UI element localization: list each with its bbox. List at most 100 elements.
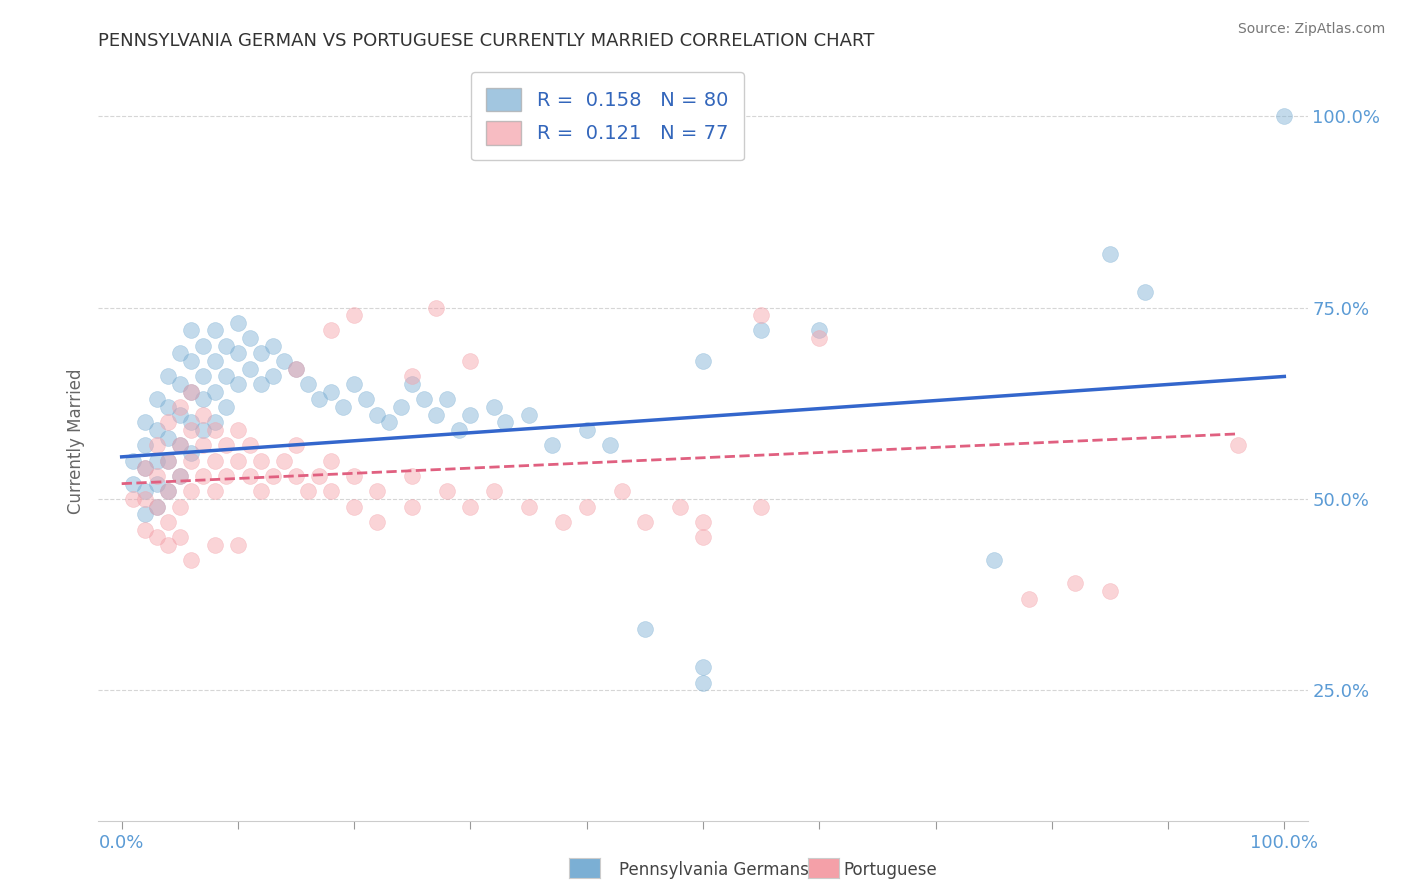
Point — [226, 316, 249, 330]
Point — [262, 339, 284, 353]
Point — [425, 301, 447, 315]
Point — [599, 438, 621, 452]
Text: Pennsylvania Germans: Pennsylvania Germans — [619, 861, 808, 879]
Point — [239, 438, 262, 452]
Point — [180, 453, 202, 467]
Point — [226, 423, 249, 437]
Point — [378, 416, 401, 430]
Point — [191, 339, 214, 353]
Point — [517, 500, 540, 514]
Point — [191, 469, 214, 483]
Point — [169, 469, 191, 483]
Point — [169, 438, 191, 452]
Point — [204, 384, 226, 399]
Point — [145, 500, 167, 514]
Point — [180, 446, 202, 460]
Point — [250, 377, 273, 392]
Point — [122, 476, 145, 491]
Point — [157, 400, 180, 414]
Legend: R =  0.158   N = 80, R =  0.121   N = 77: R = 0.158 N = 80, R = 0.121 N = 77 — [471, 72, 744, 161]
Point — [1226, 438, 1249, 452]
Point — [226, 538, 249, 552]
Point — [180, 484, 202, 499]
Point — [215, 400, 238, 414]
Point — [157, 538, 180, 552]
Point — [180, 423, 202, 437]
Point — [226, 346, 249, 360]
Point — [180, 416, 202, 430]
Point — [273, 453, 295, 467]
Point — [145, 438, 167, 452]
Point — [366, 484, 388, 499]
Point — [692, 530, 714, 544]
Point — [157, 369, 180, 384]
Point — [460, 500, 482, 514]
Point — [122, 491, 145, 506]
Text: Portuguese: Portuguese — [844, 861, 938, 879]
Point — [668, 500, 690, 514]
Point — [808, 331, 831, 345]
Point — [180, 553, 202, 567]
Point — [517, 408, 540, 422]
Point — [343, 469, 366, 483]
Point — [413, 392, 436, 407]
Point — [401, 500, 423, 514]
Point — [215, 438, 238, 452]
Point — [354, 392, 377, 407]
Point — [297, 484, 319, 499]
Point — [239, 469, 262, 483]
Point — [343, 377, 366, 392]
Point — [134, 491, 156, 506]
Point — [134, 508, 156, 522]
Point — [1018, 591, 1040, 606]
Point — [169, 530, 191, 544]
Point — [191, 408, 214, 422]
Point — [134, 438, 156, 452]
Point — [204, 423, 226, 437]
Point — [749, 500, 772, 514]
Point — [145, 530, 167, 544]
Point — [157, 431, 180, 445]
Point — [482, 484, 505, 499]
Point — [204, 484, 226, 499]
Point — [204, 538, 226, 552]
Point — [191, 369, 214, 384]
Point — [319, 453, 342, 467]
Text: PENNSYLVANIA GERMAN VS PORTUGUESE CURRENTLY MARRIED CORRELATION CHART: PENNSYLVANIA GERMAN VS PORTUGUESE CURREN… — [98, 32, 875, 50]
Point — [575, 500, 598, 514]
Point — [239, 361, 262, 376]
Point — [145, 423, 167, 437]
Point — [285, 361, 308, 376]
Point — [540, 438, 562, 452]
Point — [215, 339, 238, 353]
Point — [425, 408, 447, 422]
Point — [285, 361, 308, 376]
Point — [634, 622, 657, 636]
Point — [366, 515, 388, 529]
Point — [215, 469, 238, 483]
Point — [180, 384, 202, 399]
Point — [436, 392, 458, 407]
Text: Source: ZipAtlas.com: Source: ZipAtlas.com — [1237, 22, 1385, 37]
Point — [983, 553, 1005, 567]
Point — [297, 377, 319, 392]
Point — [262, 469, 284, 483]
Point — [401, 369, 423, 384]
Point — [169, 500, 191, 514]
Point — [319, 384, 342, 399]
Point — [157, 453, 180, 467]
Point — [180, 354, 202, 368]
Point — [215, 369, 238, 384]
Point — [145, 500, 167, 514]
Point — [169, 377, 191, 392]
Point — [157, 484, 180, 499]
Point — [389, 400, 412, 414]
Point — [250, 453, 273, 467]
Point — [145, 392, 167, 407]
Point — [191, 438, 214, 452]
Point — [180, 384, 202, 399]
Point — [285, 469, 308, 483]
Point — [482, 400, 505, 414]
Point — [145, 469, 167, 483]
Point — [692, 660, 714, 674]
